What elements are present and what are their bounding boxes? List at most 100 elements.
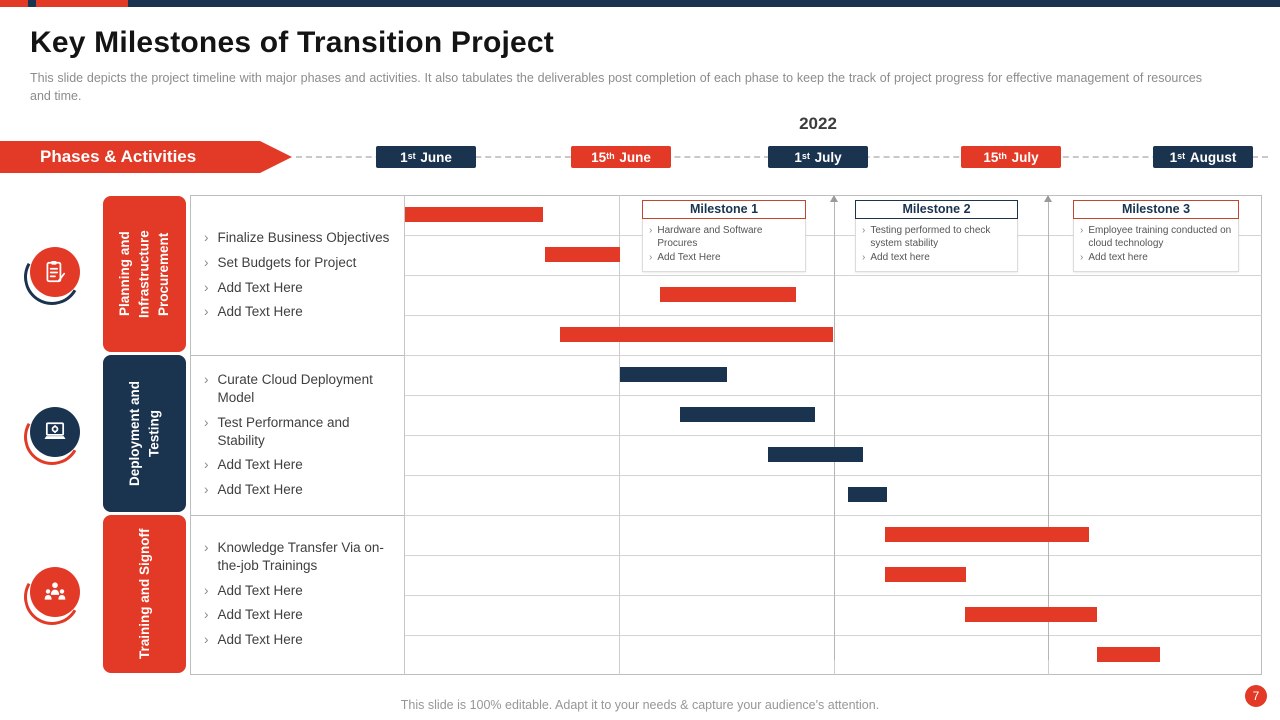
- bullet-marker: ›: [204, 279, 209, 295]
- activity-item-label: Add Text Here: [217, 304, 303, 320]
- activity-item-label: Set Budgets for Project: [217, 254, 357, 270]
- milestone-item: › Add text here: [862, 251, 1012, 264]
- milestone-item-label: Add Text Here: [657, 252, 721, 263]
- activity-item: › Add Text Here: [204, 303, 397, 321]
- bullet-marker: ›: [862, 252, 866, 263]
- gantt-bar-row-2: [660, 287, 796, 302]
- phase-block-training: Training and Signoff: [103, 515, 186, 673]
- activity-item: › Add Text Here: [204, 279, 397, 297]
- activity-item: › Curate Cloud Deployment Model: [204, 371, 397, 407]
- bullet-marker: ›: [204, 414, 209, 430]
- bullet-marker: ›: [862, 225, 866, 236]
- milestone-2-items: › Testing performed to check system stabi…: [855, 219, 1018, 272]
- clipboard-icon: [30, 247, 80, 297]
- milestone-item: › Employee training conducted on cloud te…: [1080, 224, 1233, 250]
- bullet-marker: ›: [204, 254, 209, 270]
- milestone-item-label: Add text here: [1088, 252, 1148, 263]
- activity-item: › Add Text Here: [204, 582, 397, 600]
- gantt-bar-row-1: [544, 247, 621, 262]
- activity-item: › Finalize Business Objectives: [204, 229, 397, 247]
- accent-segment: [36, 0, 128, 7]
- bullet-marker: ›: [204, 372, 209, 388]
- gantt-bar-row-11: [1096, 647, 1160, 662]
- phase-label: Planning and Infrastructure Procurement: [117, 230, 172, 318]
- bullet-marker: ›: [204, 582, 209, 598]
- gantt-bar-row-0: [405, 207, 543, 222]
- milestone-marker-line: [829, 195, 838, 660]
- gantt-bar-row-5: [680, 407, 816, 422]
- bullet-marker: ›: [649, 252, 653, 263]
- activity-item-label: Add Text Here: [217, 632, 303, 648]
- activity-item: › Add Text Here: [204, 631, 397, 649]
- bullet-marker: ›: [204, 304, 209, 320]
- activity-item: › Add Text Here: [204, 606, 397, 624]
- page-number-badge: 7: [1245, 685, 1267, 707]
- bullet-marker: ›: [649, 225, 653, 236]
- top-accent-bar: [0, 0, 1280, 7]
- activity-item: › Set Budgets for Project: [204, 254, 397, 272]
- milestone-1-title: Milestone 1: [642, 200, 806, 219]
- activities-deployment: › Curate Cloud Deployment Model › Test Perf…: [190, 355, 405, 515]
- milestone-2-title: Milestone 2: [855, 200, 1018, 219]
- people-icon: [30, 567, 80, 617]
- year-label: 2022: [799, 114, 837, 133]
- phase-block-deployment: Deployment and Testing: [103, 355, 186, 512]
- grid-vline: [619, 195, 621, 675]
- activity-item-label: Curate Cloud Deployment Model: [217, 372, 373, 405]
- activity-item-label: Add Text Here: [217, 607, 303, 623]
- slide-description: This slide depicts the project timeline …: [30, 71, 1202, 103]
- activity-item: › Knowledge Transfer Via on-the-job Train…: [204, 539, 397, 575]
- milestone-3-items: › Employee training conducted on cloud te…: [1073, 219, 1239, 272]
- phases-activities-label: Phases & Activities: [40, 147, 197, 166]
- gantt-grid: Milestone 1 › Hardware and Software Procu…: [405, 195, 1262, 675]
- milestone-item: › Testing performed to check system stabi…: [862, 224, 1012, 250]
- bullet-marker: ›: [1080, 252, 1084, 263]
- gantt-bar-row-10: [964, 607, 1097, 622]
- accent-segment: [0, 0, 28, 7]
- phase-icon-deployment: [17, 402, 87, 472]
- activity-item: › Add Text Here: [204, 481, 397, 499]
- milestone-item: › Add Text Here: [649, 251, 800, 264]
- milestone-item: › Add text here: [1080, 251, 1233, 264]
- milestone-item-label: Add text here: [870, 252, 930, 263]
- milestone-item: › Hardware and Software Procures: [649, 224, 800, 250]
- activities-training: › Knowledge Transfer Via on-the-job Train…: [190, 515, 405, 673]
- milestone-item-label: Hardware and Software Procures: [657, 225, 763, 249]
- gantt-bar-row-8: [884, 527, 1089, 542]
- laptop-icon: [30, 407, 80, 457]
- phase-label: Deployment and Testing: [126, 381, 162, 487]
- bullet-marker: ›: [204, 607, 209, 623]
- phases-activities-banner: Phases & Activities: [0, 141, 292, 173]
- footer-note: This slide is 100% editable. Adapt it to…: [400, 698, 880, 712]
- milestone-marker-line: [1043, 195, 1052, 660]
- bullet-marker: ›: [204, 632, 209, 648]
- gantt-bar-row-6: [768, 447, 863, 462]
- gantt-bar-row-9: [884, 567, 967, 582]
- milestone-item-label: Testing performed to check system stabil…: [870, 225, 991, 249]
- milestone-3-title: Milestone 3: [1073, 200, 1239, 219]
- gantt-bar-row-4: [620, 367, 728, 382]
- bullet-marker: ›: [1080, 225, 1084, 236]
- activity-item-label: Add Text Here: [217, 582, 303, 598]
- phase-label: Training and Signoff: [136, 528, 152, 660]
- gantt-bar-row-7: [848, 487, 888, 502]
- activities-column: [190, 195, 405, 675]
- bullet-marker: ›: [204, 229, 209, 245]
- activity-item-label: Add Text Here: [217, 457, 303, 473]
- bullet-marker: ›: [204, 482, 209, 498]
- activity-item-label: Knowledge Transfer Via on-the-job Traini…: [217, 539, 384, 573]
- activity-item-label: Test Performance and Stability: [217, 414, 350, 448]
- activity-item: › Test Performance and Stability: [204, 414, 397, 450]
- activity-item: › Add Text Here: [204, 456, 397, 474]
- phase-icon-planning: [17, 242, 87, 312]
- milestone-3-box: Milestone 3 › Employee training conducted…: [1073, 200, 1239, 272]
- milestone-1-items: › Hardware and Software Procures › Add Text…: [642, 219, 806, 272]
- activity-item-label: Add Text Here: [217, 482, 303, 498]
- activity-item-label: Add Text Here: [217, 279, 303, 295]
